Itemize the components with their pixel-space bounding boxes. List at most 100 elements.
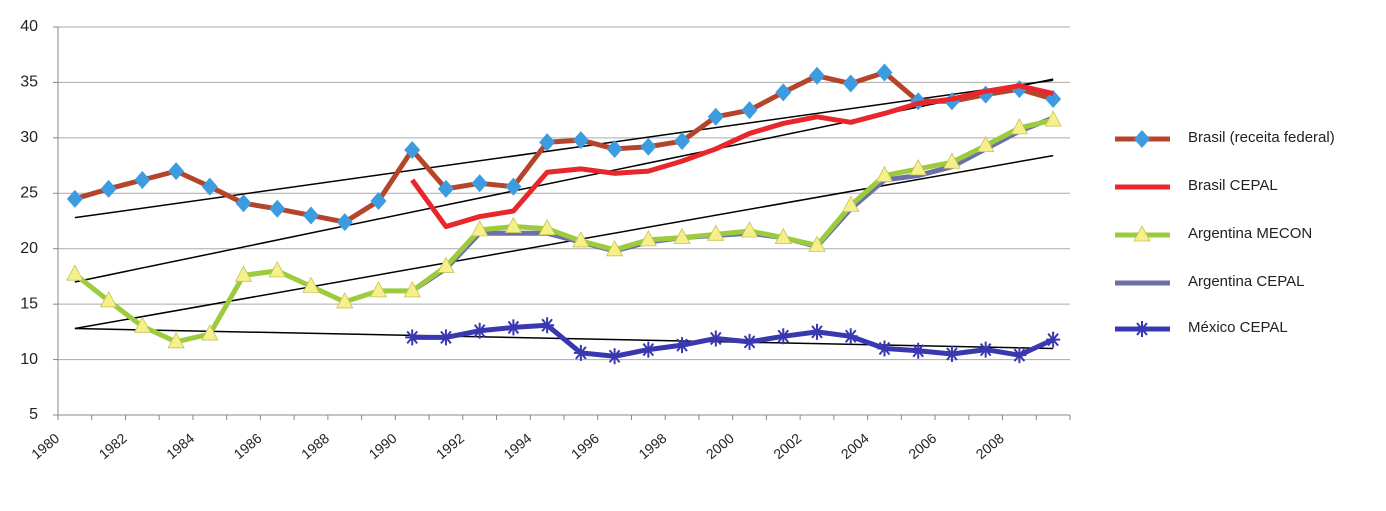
marker xyxy=(909,159,927,176)
marker xyxy=(808,235,826,252)
y-tick-label: 35 xyxy=(20,74,38,91)
marker xyxy=(605,239,624,257)
marker xyxy=(133,316,151,333)
marker xyxy=(201,324,219,341)
legend-item: Brasil (receita federal) xyxy=(1115,129,1335,148)
marker xyxy=(944,346,959,363)
marker xyxy=(776,328,791,345)
x-tick-label: 2002 xyxy=(770,430,804,462)
x-tick-label: 1996 xyxy=(568,430,602,462)
marker xyxy=(66,264,84,281)
marker xyxy=(437,179,454,198)
legend-label: Argentina CEPAL xyxy=(1188,273,1304,290)
legend-label: México CEPAL xyxy=(1188,319,1288,336)
marker xyxy=(235,194,252,213)
legend-item: Argentina CEPAL xyxy=(1115,273,1304,290)
marker xyxy=(572,131,589,150)
y-tick-label: 30 xyxy=(20,129,38,146)
legend-label: Brasil CEPAL xyxy=(1188,177,1278,194)
marker xyxy=(404,141,421,160)
marker xyxy=(977,135,995,153)
marker xyxy=(538,218,556,236)
marker xyxy=(99,290,118,308)
marker xyxy=(810,323,824,340)
marker xyxy=(505,177,522,196)
marker xyxy=(708,330,723,347)
y-tick-label: 40 xyxy=(20,18,38,35)
marker xyxy=(100,179,117,198)
marker xyxy=(978,341,993,358)
marker xyxy=(741,101,758,120)
marker xyxy=(774,227,792,245)
legend-item: Argentina MECON xyxy=(1115,225,1312,242)
marker xyxy=(303,206,319,225)
marker xyxy=(673,227,691,245)
marker xyxy=(943,152,961,169)
marker xyxy=(742,333,757,350)
marker xyxy=(437,256,455,273)
x-tick-label: 1992 xyxy=(433,430,467,462)
marker xyxy=(168,162,185,181)
legend-item: Brasil CEPAL xyxy=(1115,177,1278,194)
x-tick-label: 2004 xyxy=(838,430,872,462)
marker xyxy=(269,199,286,218)
marker xyxy=(875,165,894,182)
marker xyxy=(167,331,185,349)
series-line xyxy=(74,69,1054,225)
marker xyxy=(403,280,421,298)
x-tick-label: 1982 xyxy=(96,430,130,462)
marker xyxy=(842,195,860,212)
marker xyxy=(405,329,420,346)
x-tick-label: 1984 xyxy=(163,430,197,462)
marker xyxy=(66,189,83,208)
marker xyxy=(573,344,588,361)
marker xyxy=(1044,110,1062,127)
marker xyxy=(540,317,555,334)
trend-line xyxy=(74,154,1054,330)
series-line xyxy=(73,117,1054,345)
x-tick-label: 2000 xyxy=(703,430,737,462)
marker xyxy=(302,276,320,293)
marker xyxy=(707,107,724,126)
marker xyxy=(842,74,859,93)
x-tick-label: 1990 xyxy=(365,430,399,462)
marker xyxy=(606,139,623,158)
marker xyxy=(539,133,556,152)
marker xyxy=(1134,130,1150,148)
marker xyxy=(201,177,218,196)
marker xyxy=(572,231,590,248)
legend-item: México CEPAL xyxy=(1115,319,1288,337)
marker xyxy=(470,220,489,237)
marker xyxy=(639,229,657,247)
marker xyxy=(1135,321,1149,337)
x-tick-label: 1994 xyxy=(500,430,534,462)
x-tick-label: 1998 xyxy=(635,430,669,462)
trend-line xyxy=(74,79,1054,219)
marker xyxy=(641,341,656,358)
marker xyxy=(471,174,488,193)
marker xyxy=(234,265,253,282)
marker xyxy=(675,337,690,354)
marker xyxy=(369,280,388,298)
x-tick-label: 2008 xyxy=(973,430,1007,462)
marker xyxy=(1012,347,1027,364)
series-line xyxy=(412,322,1055,359)
marker xyxy=(877,340,892,357)
marker xyxy=(843,328,858,345)
marker xyxy=(607,348,622,365)
marker xyxy=(336,292,354,309)
marker xyxy=(911,342,926,359)
y-tick-label: 20 xyxy=(20,240,38,257)
marker xyxy=(268,261,286,278)
marker xyxy=(134,170,151,189)
marker xyxy=(707,224,725,241)
x-tick-label: 1986 xyxy=(231,430,265,462)
marker xyxy=(674,132,691,151)
x-tick-label: 1988 xyxy=(298,430,332,462)
legend-label: Brasil (receita federal) xyxy=(1188,129,1335,146)
marker xyxy=(370,192,387,211)
marker xyxy=(336,213,353,232)
y-tick-label: 5 xyxy=(29,406,38,423)
marker xyxy=(1133,225,1151,242)
